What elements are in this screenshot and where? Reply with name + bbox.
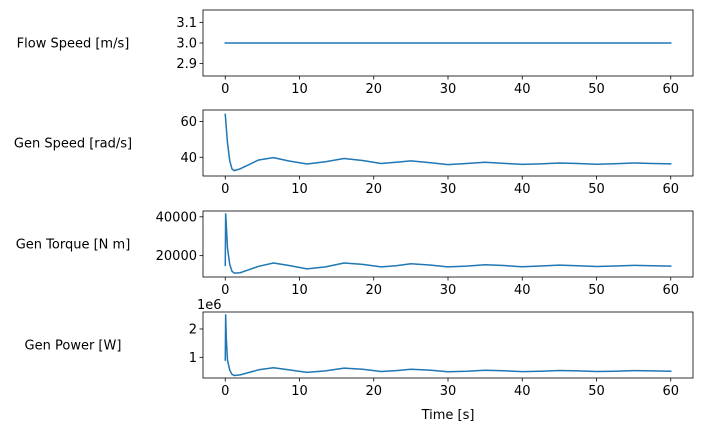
y-tick-label: 2 xyxy=(189,322,197,337)
x-tick-label: 10 xyxy=(291,384,308,399)
x-tick-label: 50 xyxy=(588,82,605,97)
y-offset-text: 1e6 xyxy=(197,298,222,313)
y-tick-label: 20000 xyxy=(156,249,197,264)
y-tick-label: 40000 xyxy=(156,210,197,225)
x-tick-label: 20 xyxy=(365,82,382,97)
y-tick-label: 3.1 xyxy=(176,16,197,31)
x-tick-label: 60 xyxy=(662,384,679,399)
x-tick-label: 60 xyxy=(662,283,679,298)
y-axis-label: Gen Torque [N m] xyxy=(16,238,131,253)
x-tick-label: 0 xyxy=(221,384,229,399)
x-tick-label: 50 xyxy=(588,384,605,399)
x-tick-label: 60 xyxy=(662,82,679,97)
x-tick-label: 10 xyxy=(291,283,308,298)
y-axis-label: Gen Speed [rad/s] xyxy=(14,137,132,152)
x-tick-label: 0 xyxy=(221,82,229,97)
x-tick-label: 20 xyxy=(365,384,382,399)
axes-frame xyxy=(202,109,694,177)
subplot-3: 0 10 20 30 40 50 60 20000 40000 Gen Torque [N m] xyxy=(16,210,694,298)
series-line-2-1 xyxy=(224,113,672,172)
y-tick-label: 60 xyxy=(180,115,197,130)
y-axis-label: Gen Power [W] xyxy=(25,339,122,354)
x-tick-label: 50 xyxy=(588,182,605,197)
x-tick-label: 10 xyxy=(291,182,308,197)
x-tick-label: 30 xyxy=(440,182,457,197)
x-tick-label: 20 xyxy=(365,283,382,298)
y-axis-label: Flow Speed [m/s] xyxy=(17,37,130,52)
x-tick-label: 60 xyxy=(662,182,679,197)
y-tick-label: 2.9 xyxy=(176,57,197,72)
x-tick-label: 30 xyxy=(440,384,457,399)
x-tick-label: 40 xyxy=(514,384,531,399)
x-tick-label: 40 xyxy=(514,182,531,197)
y-tick-label: 40 xyxy=(180,151,197,166)
x-tick-label: 40 xyxy=(514,82,531,97)
y-tick-label: 1 xyxy=(189,351,197,366)
series-line-4-1 xyxy=(224,314,672,377)
x-tick-label: 40 xyxy=(514,283,531,298)
x-tick-label: 30 xyxy=(440,283,457,298)
series-line-3-1 xyxy=(224,213,672,274)
x-tick-label: 30 xyxy=(440,82,457,97)
x-tick-label: 50 xyxy=(588,283,605,298)
y-tick-label: 3.0 xyxy=(176,37,197,52)
x-axis-label: Time [s] xyxy=(421,408,475,423)
subplot-2: 0 10 20 30 40 50 60 40 60 Gen Speed [rad/s] xyxy=(14,109,694,197)
x-tick-label: 10 xyxy=(291,82,308,97)
subplot-1: 0 10 20 30 40 50 60 2.9 3.0 3.1 Flow Speed [m/s] xyxy=(17,9,694,97)
x-tick-label: 0 xyxy=(221,283,229,298)
x-tick-label: 20 xyxy=(365,182,382,197)
x-tick-label: 0 xyxy=(221,182,229,197)
